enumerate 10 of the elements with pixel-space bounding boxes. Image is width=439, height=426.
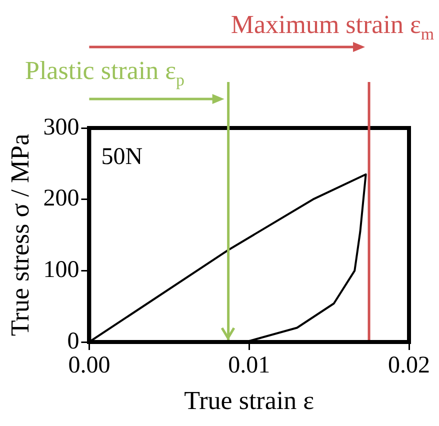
x-tick-label: 0.02 [388,352,430,379]
y-tick-label: 300 [43,114,80,140]
y-tick-label: 200 [43,186,80,212]
x-axis-title: True strain ε [184,386,314,416]
annotation: 50N [101,144,143,170]
x-tick-label: 0.00 [68,352,110,379]
x-tick-label: 0.01 [228,352,270,379]
y-tick-label: 100 [43,256,80,283]
y-axis-title: True stress σ / MPa [5,133,34,336]
y-tick-label: 0 [67,328,80,354]
